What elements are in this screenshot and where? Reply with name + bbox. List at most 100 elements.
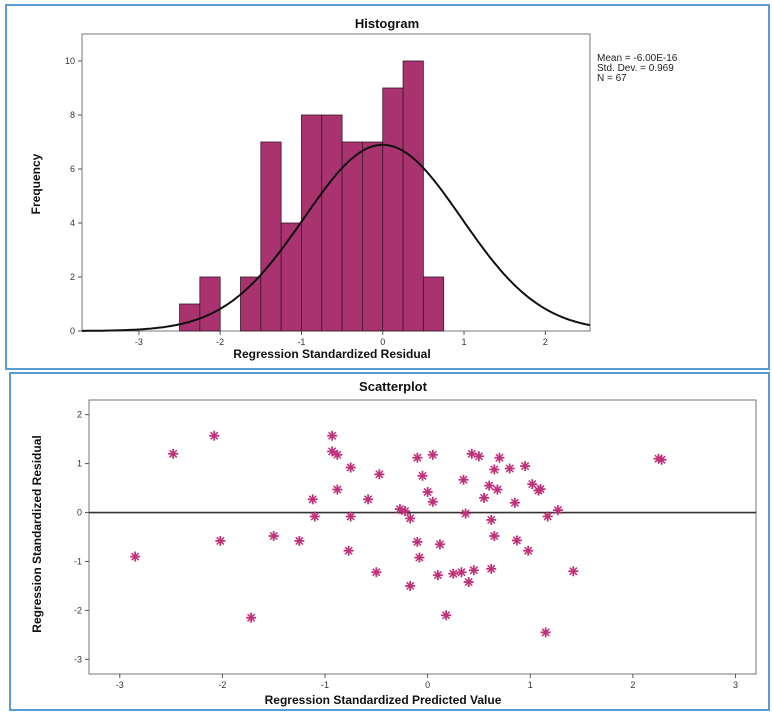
scatter-point-49 bbox=[504, 463, 515, 474]
scatterplot-y-tick-3: 0 bbox=[77, 508, 82, 518]
histogram-panel: Histogram -3 -2 -1 0 1 2 0 2 4 6 8 10 Regression St… bbox=[5, 4, 770, 370]
scatterplot-x-tick-4: 1 bbox=[528, 680, 533, 690]
scatter-point-57 bbox=[540, 627, 551, 638]
scatter-point-54 bbox=[527, 479, 538, 490]
stats-std-dev: Std. Dev. = 0.969 bbox=[597, 63, 674, 74]
scatter-point-4 bbox=[246, 612, 257, 623]
scatter-point-16 bbox=[363, 494, 374, 505]
scatter-point-41 bbox=[479, 492, 490, 503]
histogram-stats-box: Mean = -6.00E-16 Std. Dev. = 0.969 N = 6… bbox=[597, 53, 678, 84]
scatter-point-40 bbox=[473, 451, 484, 462]
scatter-point-35 bbox=[458, 474, 469, 485]
scatter-point-7 bbox=[307, 494, 318, 505]
scatter-point-9 bbox=[327, 430, 338, 441]
scatter-point-32 bbox=[441, 610, 452, 621]
scatterplot-chart: Scatterplot -3 -2 -1 0 1 2 3 -3 -2 -1 0 1 2 Regressi… bbox=[30, 379, 757, 707]
scatter-point-20 bbox=[400, 506, 411, 517]
histogram-plot-area: -3 -2 -1 0 1 2 0 2 4 6 8 10 bbox=[65, 33, 591, 347]
histogram-bar-4 bbox=[260, 141, 282, 332]
scatter-point-33 bbox=[448, 568, 459, 579]
histogram-bar-0 bbox=[179, 303, 201, 332]
histogram-y-tick-2: 4 bbox=[70, 218, 75, 228]
scatter-point-53 bbox=[523, 545, 534, 556]
histogram-title: Histogram bbox=[355, 16, 419, 31]
scatter-point-24 bbox=[412, 536, 423, 547]
scatter-point-29 bbox=[427, 449, 438, 460]
scatterplot-y-tick-1: -2 bbox=[74, 605, 82, 615]
scatterplot-x-axis-label: Regression Standardized Predicted Value bbox=[265, 693, 502, 707]
scatterplot-y-tick-5: 2 bbox=[77, 410, 82, 420]
scatter-point-10 bbox=[327, 446, 338, 457]
scatter-point-21 bbox=[405, 513, 416, 524]
histogram-y-tick-5: 10 bbox=[65, 56, 75, 66]
histogram-x-tick-4: 1 bbox=[462, 337, 467, 347]
scatter-point-14 bbox=[345, 511, 356, 522]
histogram-bar-11 bbox=[402, 60, 424, 332]
scatter-point-31 bbox=[434, 539, 445, 550]
histogram-y-tick-4: 8 bbox=[70, 110, 75, 120]
scatter-point-47 bbox=[492, 484, 503, 495]
scatter-point-25 bbox=[414, 552, 425, 563]
scatter-point-42 bbox=[484, 480, 495, 491]
scatter-point-11 bbox=[332, 449, 343, 460]
scatter-point-44 bbox=[486, 514, 497, 525]
histogram-bar-12 bbox=[422, 276, 445, 332]
histogram-x-tick-2: -1 bbox=[297, 337, 305, 347]
histogram-bar-5 bbox=[280, 222, 302, 332]
scatterplot-plot-area: -3 -2 -1 0 1 2 3 -3 -2 -1 0 1 2 bbox=[74, 399, 757, 690]
histogram-y-axis-label: Frequency bbox=[29, 153, 43, 214]
scatter-point-6 bbox=[294, 535, 305, 546]
scatter-point-15 bbox=[343, 545, 354, 556]
stats-mean: Mean = -6.00E-16 bbox=[597, 53, 678, 64]
scatter-point-27 bbox=[422, 486, 433, 497]
histogram-bar-7 bbox=[321, 114, 343, 332]
scatter-point-8 bbox=[309, 511, 320, 522]
histogram-bar-10 bbox=[382, 87, 404, 332]
scatter-point-2 bbox=[209, 430, 220, 441]
scatter-point-38 bbox=[466, 448, 477, 459]
scatter-point-12 bbox=[332, 484, 343, 495]
scatter-point-0 bbox=[130, 551, 141, 562]
histogram-x-axis-label: Regression Standardized Residual bbox=[233, 347, 430, 361]
scatter-point-56 bbox=[535, 484, 546, 495]
scatter-point-18 bbox=[374, 469, 385, 480]
histogram-x-tick-5: 2 bbox=[543, 337, 548, 347]
scatterplot-x-tick-0: -3 bbox=[116, 680, 124, 690]
scatter-point-5 bbox=[268, 531, 279, 542]
scatter-point-46 bbox=[489, 531, 500, 542]
scatterplot-frame bbox=[88, 399, 757, 675]
normal-curve bbox=[82, 143, 591, 332]
scatter-point-17 bbox=[371, 567, 382, 578]
histogram-x-tick-0: -3 bbox=[135, 337, 143, 347]
scatterplot-y-tick-2: -1 bbox=[74, 556, 82, 566]
scatter-point-48 bbox=[494, 452, 505, 463]
histogram-chart: Histogram -3 -2 -1 0 1 2 0 2 4 6 8 10 Regression St… bbox=[29, 16, 678, 361]
scatterplot-y-tick-0: -3 bbox=[74, 654, 82, 664]
scatter-point-23 bbox=[412, 452, 423, 463]
scatter-point-39 bbox=[468, 565, 479, 576]
scatter-point-22 bbox=[405, 580, 416, 591]
stats-n: N = 67 bbox=[597, 73, 627, 84]
scatter-point-28 bbox=[427, 496, 438, 507]
scatter-point-36 bbox=[460, 508, 471, 519]
scatterplot-title: Scatterplot bbox=[359, 379, 428, 394]
histogram-x-tick-1: -2 bbox=[216, 337, 224, 347]
scatter-point-37 bbox=[463, 577, 474, 588]
scatterplot-x-tick-3: 0 bbox=[425, 680, 430, 690]
scatterplot-x-tick-2: -1 bbox=[321, 680, 329, 690]
histogram-bar-6 bbox=[301, 114, 323, 332]
scatter-point-3 bbox=[215, 535, 226, 546]
scatterplot-x-tick-5: 2 bbox=[630, 680, 635, 690]
histogram-bar-9 bbox=[362, 141, 384, 332]
scatterplot-panel: Scatterplot -3 -2 -1 0 1 2 3 -3 -2 -1 0 1 2 Regressi… bbox=[9, 372, 770, 711]
histogram-bar-1 bbox=[199, 276, 221, 332]
scatter-point-43 bbox=[486, 563, 497, 574]
scatter-point-51 bbox=[511, 535, 522, 546]
histogram-bar-8 bbox=[341, 141, 363, 332]
scatter-point-58 bbox=[542, 511, 553, 522]
scatterplot-x-tick-1: -2 bbox=[218, 680, 226, 690]
scatter-point-1 bbox=[168, 448, 179, 459]
scatter-point-50 bbox=[509, 497, 520, 508]
histogram-y-tick-0: 0 bbox=[70, 326, 75, 336]
scatter-point-45 bbox=[489, 464, 500, 475]
